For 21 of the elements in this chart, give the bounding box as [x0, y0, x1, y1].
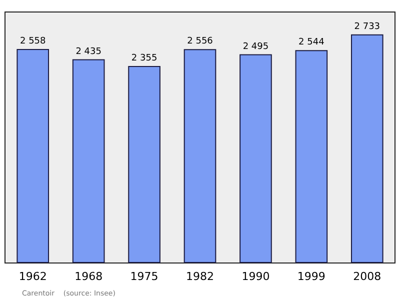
bar [128, 66, 160, 263]
bar [295, 50, 328, 263]
data-label: 2 435 [76, 46, 102, 57]
x-tick-label: 2008 [353, 270, 382, 283]
bar [184, 49, 216, 263]
data-label: 2 558 [20, 36, 46, 46]
bar [350, 34, 384, 263]
data-label: 2 355 [131, 53, 158, 64]
bar [240, 54, 272, 263]
x-tick-label: 1990 [242, 270, 270, 283]
bar [16, 48, 50, 263]
bar [72, 59, 105, 263]
data-label: 2 733 [354, 22, 380, 32]
x-tick-label: 1968 [74, 270, 103, 283]
data-label: 2 556 [187, 36, 214, 47]
x-tick-label: 1982 [186, 270, 214, 283]
x-tick-label: 1962 [18, 270, 47, 283]
x-tick-label: 1999 [297, 270, 326, 283]
data-label: 2 495 [242, 42, 269, 52]
data-label: 2 544 [298, 38, 325, 48]
x-tick-label: 1975 [130, 270, 158, 283]
